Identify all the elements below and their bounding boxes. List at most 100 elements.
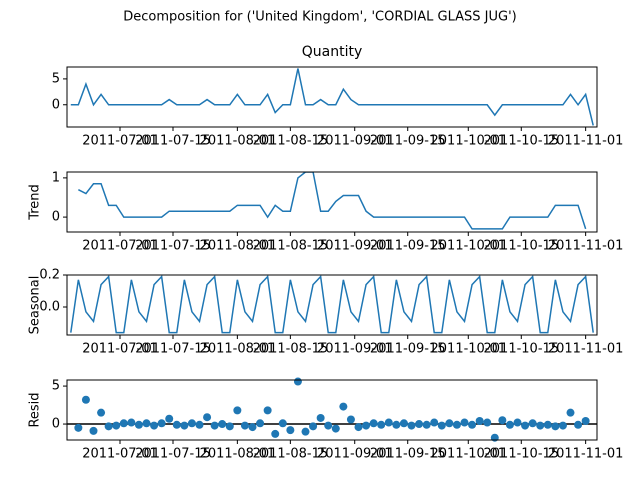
resid-point [430,418,439,427]
series-line [70,68,594,126]
resid-point [460,418,469,427]
resid-point [483,418,492,427]
resid-point [445,419,454,428]
x-tick-label: 2011-10-15 [484,342,560,357]
resid-point [399,419,408,428]
x-tick-label: 2011-07-15 [135,134,211,149]
x-tick-label: 2011-10-01 [431,447,507,462]
resid-point [263,406,272,415]
resid-point [74,423,83,432]
y-tick-label: 0 [52,97,60,112]
resid-point [248,423,257,432]
resid-point [278,419,287,428]
resid-point [134,420,143,429]
x-tick-label: 2011-07-01 [82,342,158,357]
x-tick-label: 2011-09-15 [370,134,446,149]
x-tick-label: 2011-09-15 [370,342,446,357]
resid-point [180,421,189,430]
x-tick-label: 2011-08-15 [253,239,329,254]
y-tick-label: 0.2 [39,268,60,283]
resid-point [316,413,325,422]
y-tick-label: 0 [52,417,60,432]
series-line [70,275,594,334]
x-tick-label: 2011-09-01 [317,447,393,462]
resid-point [172,420,181,429]
resid-point [256,419,265,428]
x-tick-label: 2011-09-01 [317,342,393,357]
resid-point [331,424,340,433]
resid-point [384,418,393,427]
x-tick-label: 2011-08-01 [200,447,276,462]
resid-point [392,420,401,429]
x-tick-label: 2011-10-15 [484,447,560,462]
x-tick-label: 2011-08-01 [200,134,276,149]
x-tick-label: 2011-11-01 [548,239,624,254]
x-tick-label: 2011-07-15 [135,239,211,254]
resid-point [142,419,151,428]
resid-point [543,420,552,429]
resid-point [309,422,318,431]
x-tick-label: 2011-10-01 [431,342,507,357]
x-tick-label: 2011-10-15 [484,134,560,149]
x-tick-label: 2011-10-15 [484,239,560,254]
axes-frame [66,66,598,128]
x-tick-label: 2011-07-15 [135,342,211,357]
resid-point [581,417,590,426]
resid-point [468,420,477,429]
x-tick-label: 2011-09-01 [317,134,393,149]
resid-point [346,415,355,424]
x-tick-label: 2011-08-01 [200,239,276,254]
resid-point [97,408,106,417]
y-tick-label: 0 [52,210,60,225]
resid-point [354,423,363,432]
resid-point [566,408,575,417]
resid-point [233,406,242,415]
y-tick-label: 5 [52,379,60,394]
x-tick-label: 2011-11-01 [548,134,624,149]
x-tick-label: 2011-09-15 [370,239,446,254]
resid-point [505,420,514,429]
resid-point [574,420,583,429]
resid-point [89,426,98,435]
resid-point [210,421,219,430]
resid-point [187,419,196,428]
resid-point [437,421,446,430]
resid-point [81,395,90,404]
x-tick-label: 2011-07-01 [82,134,158,149]
resid-point [536,421,545,430]
resid-point [225,422,234,431]
y-axis-label: Resid [28,392,43,427]
x-tick-label: 2011-08-15 [253,447,329,462]
resid-point [407,421,416,430]
x-tick-label: 2011-07-01 [82,447,158,462]
x-tick-label: 2011-09-15 [370,447,446,462]
resid-point [112,421,121,430]
x-tick-label: 2011-08-15 [253,134,329,149]
resid-point [157,419,166,428]
resid-point [195,420,204,429]
resid-point [271,429,280,438]
resid-point [324,421,333,430]
x-tick-label: 2011-08-01 [200,342,276,357]
resid-point [150,421,159,430]
y-axis-label: Trend [28,184,43,221]
resid-point [377,420,386,429]
resid-point [369,419,378,428]
resid-point [293,377,302,386]
resid-point [475,417,484,426]
resid-point [339,402,348,411]
x-tick-label: 2011-10-01 [431,239,507,254]
resid-point [513,418,522,427]
resid-point [165,414,174,423]
resid-point [528,419,537,428]
y-axis-label: Seasonal [28,276,43,335]
resid-point [551,422,560,431]
x-tick-label: 2011-10-01 [431,134,507,149]
resid-point [362,421,371,430]
resid-point [203,413,212,422]
y-tick-label: 0.0 [39,300,60,315]
resid-point [452,420,461,429]
chart-title: Decomposition for ('United Kingdom', 'CO… [123,10,516,25]
